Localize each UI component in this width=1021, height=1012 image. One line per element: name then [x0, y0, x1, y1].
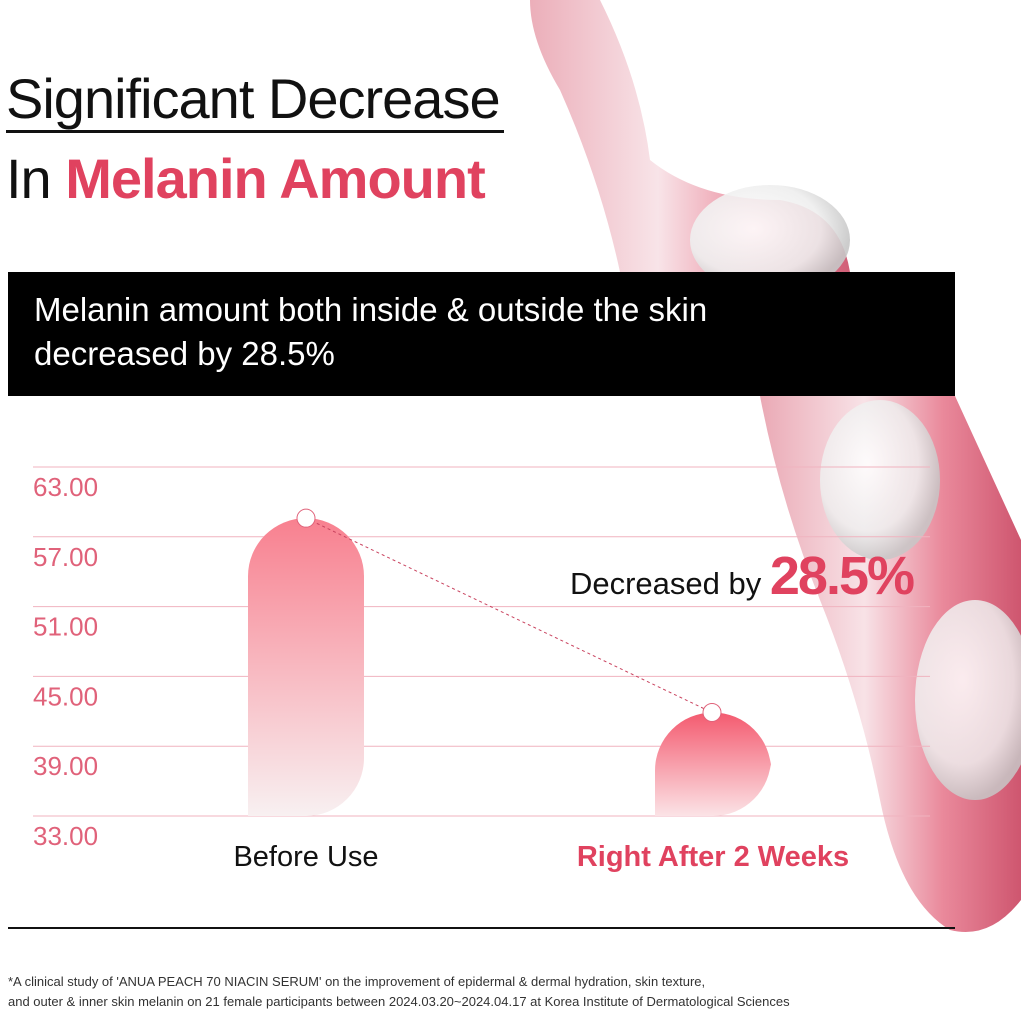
y-tick-label: 45.00: [33, 681, 98, 711]
headline-prefix: In: [6, 147, 66, 210]
y-tick-label: 63.00: [33, 472, 98, 502]
headline-line-1: Significant Decrease: [6, 68, 504, 133]
y-tick-label: 57.00: [33, 542, 98, 572]
y-tick-label: 33.00: [33, 821, 98, 851]
x-category-label: Before Use: [233, 841, 378, 873]
y-tick-label: 39.00: [33, 751, 98, 781]
trend-line: [305, 517, 713, 713]
footnote: *A clinical study of 'ANUA PEACH 70 NIAC…: [8, 972, 790, 1012]
summary-line-1: Melanin amount both inside & outside the…: [34, 291, 708, 328]
decrease-annotation: Decreased by 28.5%: [570, 546, 914, 606]
headline-line-2: In Melanin Amount: [6, 146, 486, 212]
y-tick-label: 51.00: [33, 612, 98, 642]
bar-1: [655, 712, 771, 816]
bar-0: [248, 518, 364, 816]
footnote-line-2: and outer & inner skin melanin on 21 fem…: [8, 994, 790, 1009]
summary-line-2: decreased by 28.5%: [34, 335, 335, 372]
headline-accent: Melanin Amount: [65, 147, 485, 210]
summary-banner: Melanin amount both inside & outside the…: [8, 272, 955, 396]
data-point-marker: [702, 702, 722, 722]
divider: [8, 927, 955, 929]
data-point-marker: [296, 508, 316, 528]
footnote-line-1: *A clinical study of 'ANUA PEACH 70 NIAC…: [8, 974, 706, 989]
annotation-value: 28.5%: [770, 546, 914, 606]
annotation-prefix: Decreased by: [570, 566, 770, 601]
x-category-label: Right After 2 Weeks: [577, 841, 849, 873]
melanin-chart: 63.00 57.00 51.00 45.00 39.00 33.00 Before Us…: [33, 466, 930, 873]
